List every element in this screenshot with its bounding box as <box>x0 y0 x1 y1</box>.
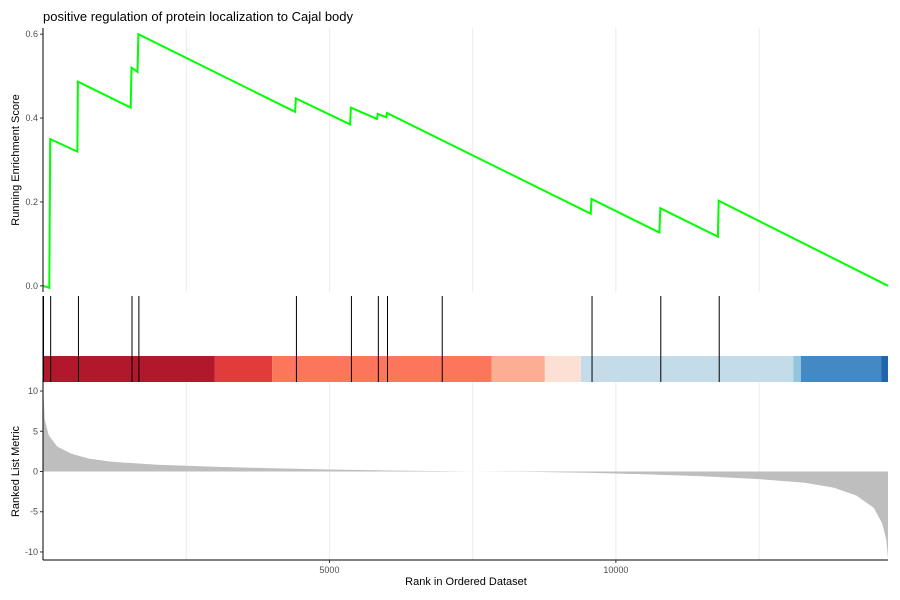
bottom-y-tick-label: 5 <box>33 426 38 436</box>
chart-title: positive regulation of protein localizat… <box>43 9 354 24</box>
running-score-line <box>42 32 889 290</box>
color-band <box>43 356 215 382</box>
tick-labels: 0.0 0.2 0.4 0.6 -10 -5 0 5 10 5000 10000 <box>25 29 628 575</box>
bottom-y-tick-label: -10 <box>25 547 38 557</box>
bottom-y-tick-label: 0 <box>33 467 38 477</box>
color-band <box>491 356 545 382</box>
top-y-tick-label: 0.2 <box>25 197 38 207</box>
top-y-tick-label: 0.0 <box>25 281 38 291</box>
x-tick-label: 10000 <box>603 565 628 575</box>
bottom-y-axis-label: Ranked List Metric <box>10 425 22 517</box>
top-y-tick-label: 0.6 <box>25 29 38 39</box>
x-axis-label: Rank in Ordered Dataset <box>405 576 527 588</box>
color-band <box>793 356 801 382</box>
bottom-y-tick-label: -5 <box>30 507 38 517</box>
color-band <box>544 356 581 382</box>
color-band <box>272 356 492 382</box>
x-tick-label: 5000 <box>319 565 339 575</box>
bottom-y-tick-label: 10 <box>28 386 38 396</box>
color-band <box>881 356 888 382</box>
axes <box>42 28 888 561</box>
color-band <box>580 356 794 382</box>
color-band <box>800 356 882 382</box>
rank-color-bands <box>43 356 888 382</box>
ranked-metric-area <box>43 383 888 559</box>
top-y-tick-label: 0.4 <box>25 113 38 123</box>
color-band <box>214 356 273 382</box>
top-panel-grid <box>185 28 760 292</box>
top-y-axis-label: Running Enrichment Score <box>10 94 22 225</box>
